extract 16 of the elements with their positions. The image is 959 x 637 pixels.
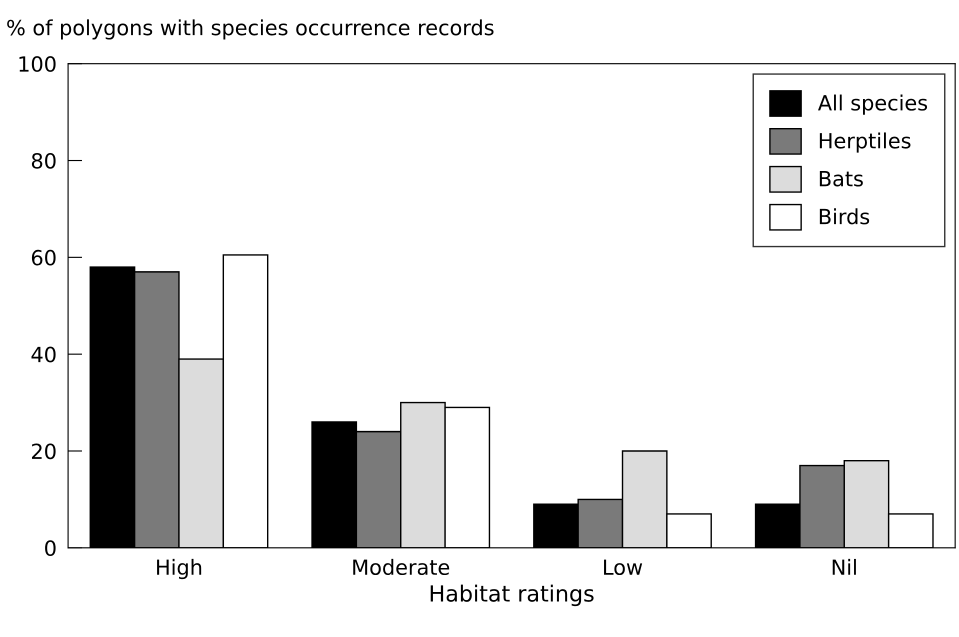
x-tick-label: High [157,558,202,580]
y-tick-label: 40 [31,346,56,362]
y-tick-label: 20 [32,443,56,460]
y-axis-title: % of polygons with species occurrence records [7,19,494,40]
x-tick-label: Moderate [353,558,450,576]
legend-label: Bats [820,171,863,186]
legend-label: Birds [820,208,870,224]
legend-label: All species [818,94,928,115]
x-axis-title: Habitat ratings [430,584,594,606]
y-tick-label: 100 [20,56,56,72]
legend-label: Herptiles [820,132,910,153]
y-tick-label: 80 [32,152,56,169]
x-tick-label: Nil [832,558,856,575]
y-tick-label: 60 [32,250,56,266]
x-tick-label: Low [604,560,642,576]
y-tick-label: 0 [45,540,56,556]
